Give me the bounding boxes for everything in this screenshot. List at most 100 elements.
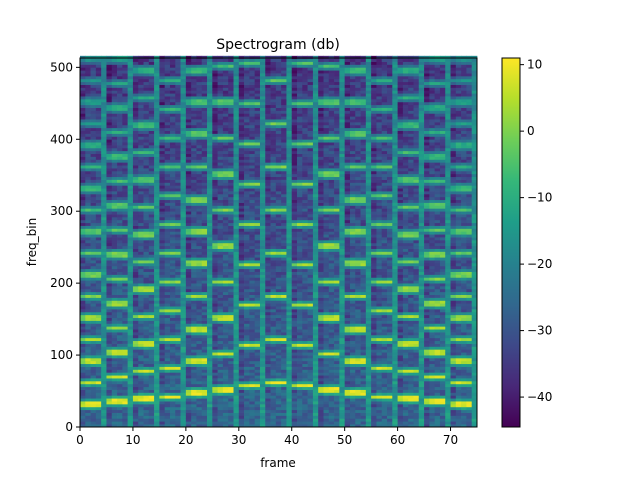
heatmap-cell — [154, 188, 160, 192]
heatmap-cell — [228, 96, 234, 100]
heatmap-cell — [132, 343, 139, 347]
heatmap-cell — [95, 254, 102, 258]
heatmap-cell — [259, 401, 266, 405]
heatmap-cell — [254, 196, 261, 201]
heatmap-cell — [259, 248, 266, 252]
heatmap-cell — [101, 403, 107, 408]
heatmap-cell — [244, 277, 250, 281]
heatmap-cell — [259, 355, 266, 359]
heatmap-cell — [185, 107, 192, 111]
heatmap-cell — [270, 93, 277, 97]
heatmap-cell — [175, 87, 181, 91]
heatmap-cell — [275, 248, 282, 252]
heatmap-cell — [207, 363, 213, 367]
heatmap-cell — [85, 291, 91, 295]
heatmap-cell — [154, 248, 160, 252]
heatmap-cell — [222, 58, 229, 62]
heatmap-cell — [238, 130, 245, 134]
heatmap-cell — [207, 101, 213, 106]
heatmap-cell — [196, 263, 203, 267]
heatmap-cell — [101, 122, 107, 126]
heatmap-cell — [238, 104, 245, 108]
heatmap-cell — [175, 222, 181, 226]
heatmap-cell — [80, 263, 86, 267]
heatmap-cell — [111, 70, 118, 74]
heatmap-cell — [122, 113, 128, 117]
heatmap-cell — [169, 64, 176, 68]
heatmap-cell — [138, 173, 144, 178]
heatmap-cell — [111, 415, 118, 419]
heatmap-cell — [212, 355, 218, 359]
heatmap-cell — [244, 237, 250, 241]
heatmap-cell — [185, 334, 192, 339]
heatmap-cell — [259, 424, 266, 428]
heatmap-cell — [228, 360, 234, 365]
heatmap-cell — [201, 251, 208, 255]
heatmap-cell — [228, 409, 234, 413]
heatmap-cell — [148, 64, 155, 68]
heatmap-cell — [127, 380, 134, 385]
heatmap-cell — [159, 202, 166, 206]
heatmap-cell — [244, 386, 250, 390]
heatmap-cell — [154, 395, 160, 399]
heatmap-cell — [154, 159, 160, 163]
heatmap-cell — [132, 363, 139, 367]
heatmap-cell — [111, 196, 118, 201]
heatmap-cell — [212, 403, 218, 408]
heatmap-cell — [95, 191, 102, 195]
heatmap-cell — [138, 96, 144, 100]
heatmap-cell — [217, 372, 224, 376]
heatmap-cell — [275, 234, 282, 238]
heatmap-cell — [90, 145, 97, 149]
heatmap-cell — [101, 67, 107, 71]
heatmap-cell — [138, 274, 144, 278]
heatmap-cell — [228, 101, 234, 106]
heatmap-cell — [90, 196, 97, 201]
heatmap-cell — [270, 127, 277, 131]
heatmap-cell — [259, 124, 266, 129]
heatmap-cell — [175, 214, 181, 218]
heatmap-cell — [201, 122, 208, 126]
heatmap-cell — [249, 303, 256, 307]
heatmap-cell — [259, 378, 266, 382]
heatmap-cell — [259, 372, 266, 376]
heatmap-cell — [275, 395, 282, 399]
heatmap-cell — [143, 263, 150, 267]
heatmap-cell — [259, 263, 266, 267]
heatmap-cell — [117, 395, 123, 399]
heatmap-cell — [95, 239, 102, 244]
heatmap-cell — [222, 64, 229, 68]
heatmap-cell — [207, 380, 213, 385]
heatmap-cell — [207, 294, 213, 298]
heatmap-cell — [180, 96, 187, 100]
heatmap-cell — [154, 176, 160, 180]
heatmap-cell — [138, 340, 144, 344]
heatmap-cell — [106, 406, 113, 411]
heatmap-cell — [254, 386, 261, 390]
heatmap-cell — [249, 337, 256, 342]
heatmap-cell — [270, 188, 277, 192]
heatmap-cell — [228, 173, 234, 178]
heatmap-cell — [228, 274, 234, 278]
heatmap-cell — [175, 271, 181, 275]
heatmap-cell — [132, 234, 139, 238]
heatmap-cell — [132, 173, 139, 178]
heatmap-cell — [185, 70, 192, 74]
heatmap-cell — [270, 357, 277, 362]
heatmap-cell — [259, 268, 266, 272]
heatmap-cell — [270, 101, 277, 106]
heatmap-cell — [254, 150, 261, 155]
heatmap-cell — [80, 193, 86, 198]
heatmap-cell — [185, 332, 192, 336]
heatmap-cell — [233, 306, 240, 310]
heatmap-cell — [154, 182, 160, 186]
heatmap-cell — [281, 239, 287, 244]
heatmap-cell — [281, 277, 287, 281]
heatmap-cell — [95, 84, 102, 88]
heatmap-cell — [207, 248, 213, 252]
heatmap-cell — [238, 398, 245, 402]
heatmap-cell — [117, 271, 123, 275]
heatmap-cell — [169, 424, 176, 428]
heatmap-cell — [154, 303, 160, 307]
heatmap-cell — [207, 156, 213, 160]
